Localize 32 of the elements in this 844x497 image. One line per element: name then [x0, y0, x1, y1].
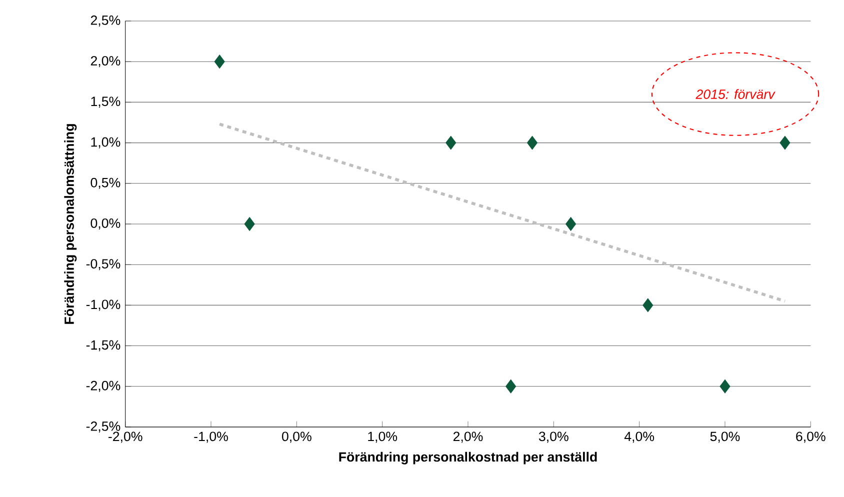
x-tick-label: 3,0%	[538, 432, 568, 443]
y-tick-label: 2,0%	[90, 56, 120, 68]
x-tick-label: 1,0%	[368, 432, 398, 443]
y-tick-label: 0,0%	[90, 218, 120, 230]
y-tick-label: 0,5%	[90, 178, 120, 189]
y-tick-label: 1,0%	[91, 137, 120, 148]
point	[506, 379, 516, 394]
x-tick-label: 6,0%	[796, 432, 826, 443]
x-tick-label: 0,0%	[282, 432, 312, 443]
point	[446, 136, 456, 150]
x-tick-label: -2,0%	[108, 432, 142, 443]
x-tick-label: -1,0%	[194, 432, 228, 443]
x-tick-label: 2,0%	[453, 432, 483, 443]
y-tick-label: -1,5%	[86, 340, 120, 352]
point	[642, 298, 654, 312]
point	[720, 379, 730, 394]
y-tick-label: -0,5%	[86, 259, 120, 270]
point	[780, 136, 790, 150]
y-tick-label: 2,5%	[90, 16, 120, 27]
point	[214, 54, 225, 69]
point	[526, 136, 538, 150]
point	[566, 217, 576, 231]
y-tick-label: -2,5%	[86, 421, 120, 433]
x-axis-title: Förändring personalkostnad per anställd	[339, 452, 597, 464]
y-tick-label: -1,0%	[86, 300, 120, 311]
annotation: 2015: förvärv	[696, 89, 776, 99]
y-axis-title: Förändring personalomsättning	[64, 124, 77, 324]
x-tick-label: 4,0%	[624, 432, 654, 443]
x-tick-label: 5,0%	[710, 432, 740, 443]
y-tick-label: -2,0%	[86, 380, 120, 392]
point	[244, 217, 255, 231]
y-tick-label: 1,5%	[91, 96, 120, 108]
